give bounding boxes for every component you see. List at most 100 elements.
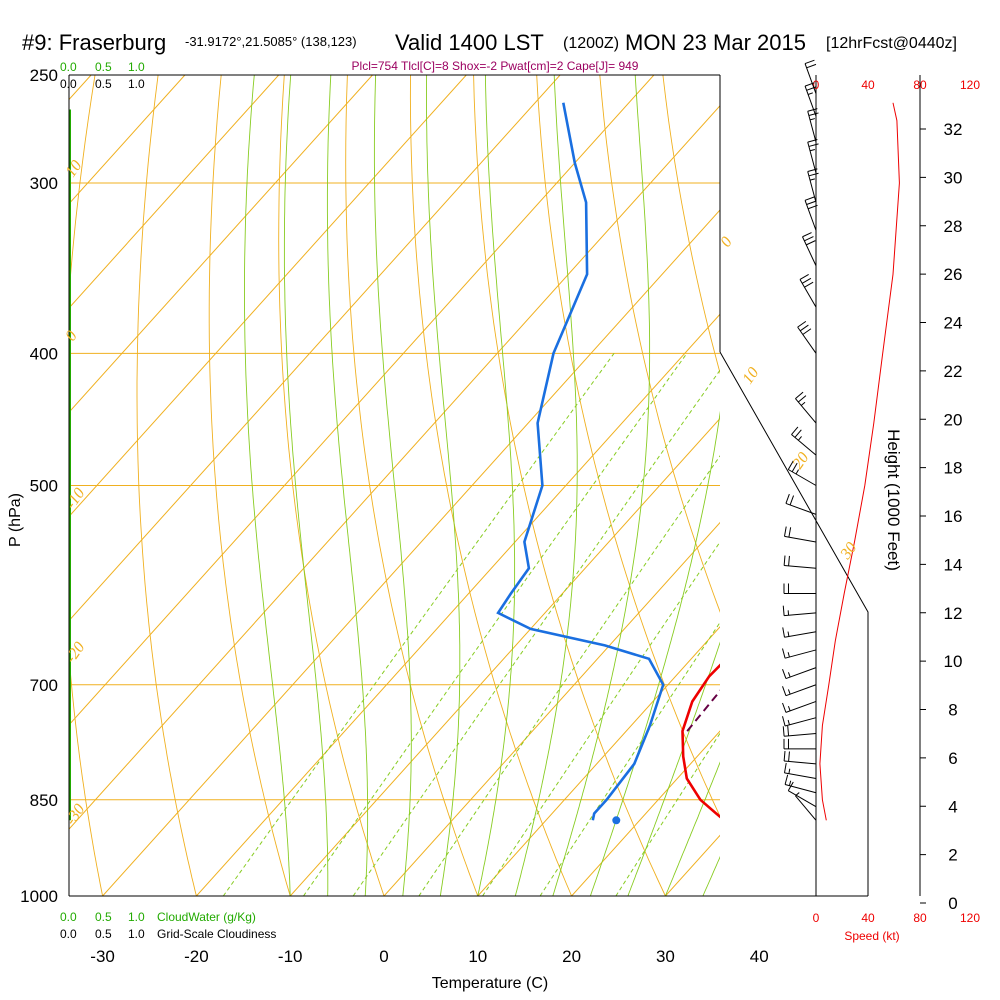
wind-barb-flag (806, 200, 817, 205)
x-axis-label: Temperature (C) (432, 975, 548, 992)
wind-barb-half-flag (787, 689, 791, 695)
wind-barb-flag (807, 168, 818, 172)
mixing-ratio-label-2: 2 (303, 902, 319, 917)
station-coords: -31.9172°,21.5085° (138,123) (185, 34, 357, 49)
wind-barb-660 (782, 648, 817, 659)
wind-barb-flag (782, 716, 786, 727)
mixing-ratio-line (418, 455, 720, 896)
valid-time: Valid 1400 LST (395, 30, 544, 55)
parcel-curve (686, 689, 720, 732)
moist-adiabat (326, 75, 369, 896)
wind-barb-450 (795, 391, 817, 424)
height-tick-20: 20 (944, 410, 963, 429)
mixing-ratio-line (222, 353, 615, 896)
mixing-ratio-label-20: 20 (616, 897, 636, 917)
dry-adiabat (599, 75, 720, 613)
dry-adiabat (473, 75, 666, 896)
wind-barb-flag (802, 328, 812, 335)
wind-barb-flag (787, 725, 790, 736)
wind-barb-half-flag (788, 780, 792, 786)
height-tick-32: 32 (944, 120, 963, 139)
wind-barb-680 (782, 667, 817, 680)
wind-barb-flag (782, 726, 785, 737)
wind-barb-shaft (784, 564, 817, 569)
adiabat-label: 30 (837, 539, 861, 563)
wind-barb-shaft (785, 667, 817, 680)
moist-adiabat (373, 75, 412, 896)
wind-barb-720 (782, 700, 817, 713)
wind-barb-shaft (797, 326, 817, 354)
height-tick-4: 4 (948, 797, 957, 816)
wind-barb-shaft (784, 732, 817, 737)
cloud-scale-bottom-green-2: 1.0 (128, 910, 145, 924)
wind-barb-flag (783, 751, 786, 762)
speed-tick-top-40: 40 (861, 78, 875, 92)
wind-barb-flag (788, 555, 790, 566)
wind-barb-600 (783, 583, 816, 594)
wind-barb-280 (807, 108, 819, 143)
moist-adiabat (627, 641, 720, 896)
cloud-scale-green-2: 1.0 (128, 60, 145, 74)
wind-barb-flag (808, 172, 819, 177)
wind-barb-flag (783, 555, 786, 566)
cloud-scale-bottom-black-1: 0.5 (95, 927, 112, 941)
wind-barb-flag (791, 426, 799, 435)
wind-barb-half-flag (788, 768, 791, 774)
wind-barb-flag (804, 196, 815, 201)
temperature-tick-10: 10 (468, 947, 487, 966)
frame-right-slant (719, 351, 869, 896)
temperature-tick--10: -10 (278, 947, 303, 966)
wind-barb-flag (804, 281, 814, 288)
dry-adiabat (278, 75, 385, 896)
adiabat-label: -20 (62, 639, 88, 666)
wind-barb-shaft (795, 398, 817, 424)
wind-barb-shaft (799, 279, 817, 308)
wind-barb-flag (799, 274, 809, 280)
isotherm-line (759, 75, 1000, 896)
bottom-cloud-scale: 0.0 0.5 1.0 CloudWater (g/Kg) 0.0 0.5 1.… (60, 910, 276, 941)
wind-barb-shaft (785, 684, 817, 697)
wind-barb-flag (797, 395, 807, 403)
wind-barb-flag (808, 143, 819, 147)
wind-barb-550 (783, 526, 817, 543)
zulu-time: (1200Z) (563, 35, 619, 52)
dry-adiabat (409, 75, 573, 896)
moist-adiabat (664, 761, 720, 896)
isotherm-line (477, 626, 720, 896)
wind-barb-shaft (784, 612, 817, 617)
dry-adiabat (0, 75, 32, 896)
wind-barb-shaft (784, 717, 817, 727)
wind-barb-310 (807, 168, 819, 203)
wind-barb-flag (782, 648, 786, 659)
speed-tick-top-120: 120 (960, 78, 980, 92)
wind-barb-flag (794, 429, 802, 438)
pressure-tick-500: 500 (30, 477, 58, 496)
wind-barb-shaft (784, 783, 817, 794)
wind-barb-flag (795, 391, 804, 399)
wind-barb-shaft (804, 200, 817, 231)
dry-adiabat (726, 75, 1000, 896)
moist-adiabat (426, 75, 461, 896)
wind-barb-flag (807, 108, 818, 112)
wind-barb-780 (783, 738, 816, 750)
wind-barb-325 (804, 196, 818, 231)
wind-barb-shaft (784, 649, 817, 659)
surface-dewpoint-point (612, 816, 621, 825)
wind-speed-profile (819, 102, 900, 821)
wind-barb-flag (782, 668, 787, 679)
isotherm-line (383, 521, 720, 896)
wind-barb-flag (782, 627, 785, 638)
dry-adiabat (978, 75, 1000, 896)
wind-barb-shaft (807, 111, 817, 143)
wind-barb-flag (784, 774, 789, 785)
stability-indices: Plcl=754 Tlcl[C]=8 Shox=-2 Pwat[cm]=2 Ca… (352, 59, 639, 73)
wind-barb-shaft (807, 141, 817, 174)
isotherm-line (69, 75, 280, 309)
speed-tick-bottom-120: 120 (960, 911, 980, 925)
height-tick-14: 14 (944, 555, 963, 574)
wind-barb-525 (785, 493, 817, 515)
height-tick-12: 12 (944, 604, 963, 623)
wind-barb-370 (799, 274, 817, 308)
